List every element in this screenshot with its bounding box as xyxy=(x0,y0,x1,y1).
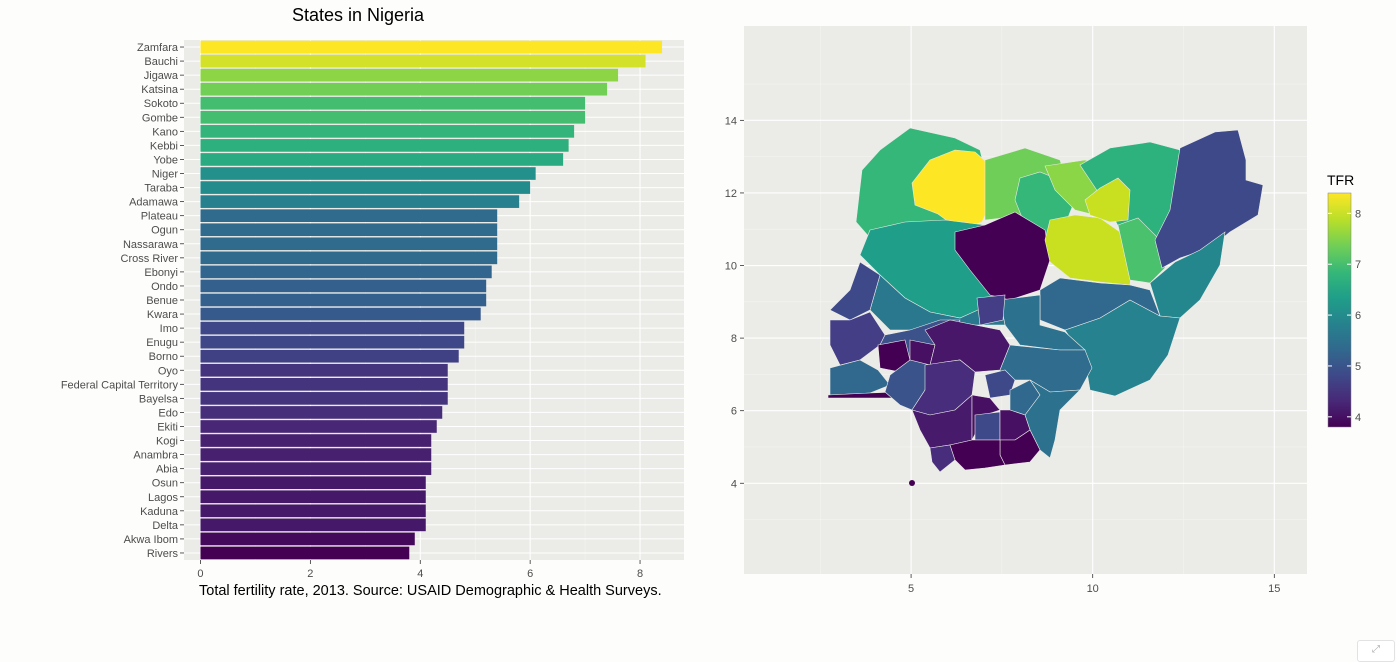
legend-title: TFR xyxy=(1327,172,1354,188)
legend-tick-label: 8 xyxy=(1355,208,1361,220)
legend-tick-label: 6 xyxy=(1355,310,1361,322)
map-y-tick-label: 12 xyxy=(725,188,737,200)
legend-tick-label: 7 xyxy=(1355,259,1361,271)
map-y-tick-label: 14 xyxy=(725,115,737,127)
legend-colorbar xyxy=(1328,193,1351,427)
map-region-fct xyxy=(977,295,1005,325)
resize-handle-icon[interactable]: ⤢ xyxy=(1357,640,1395,662)
map-island-dot xyxy=(909,480,915,486)
legend-tick-label: 4 xyxy=(1355,412,1361,424)
map-x-tick-label: 10 xyxy=(1087,583,1099,595)
map-y-tick-label: 6 xyxy=(731,406,737,418)
legend-tick-label: 5 xyxy=(1355,361,1361,373)
map-y-tick-label: 10 xyxy=(725,261,737,273)
map-y-tick-label: 4 xyxy=(731,478,737,490)
map-y-tick-label: 8 xyxy=(731,333,737,345)
map-x-tick-label: 5 xyxy=(908,583,914,595)
map-x-tick-label: 15 xyxy=(1268,583,1280,595)
map-region-imo xyxy=(975,412,1000,440)
